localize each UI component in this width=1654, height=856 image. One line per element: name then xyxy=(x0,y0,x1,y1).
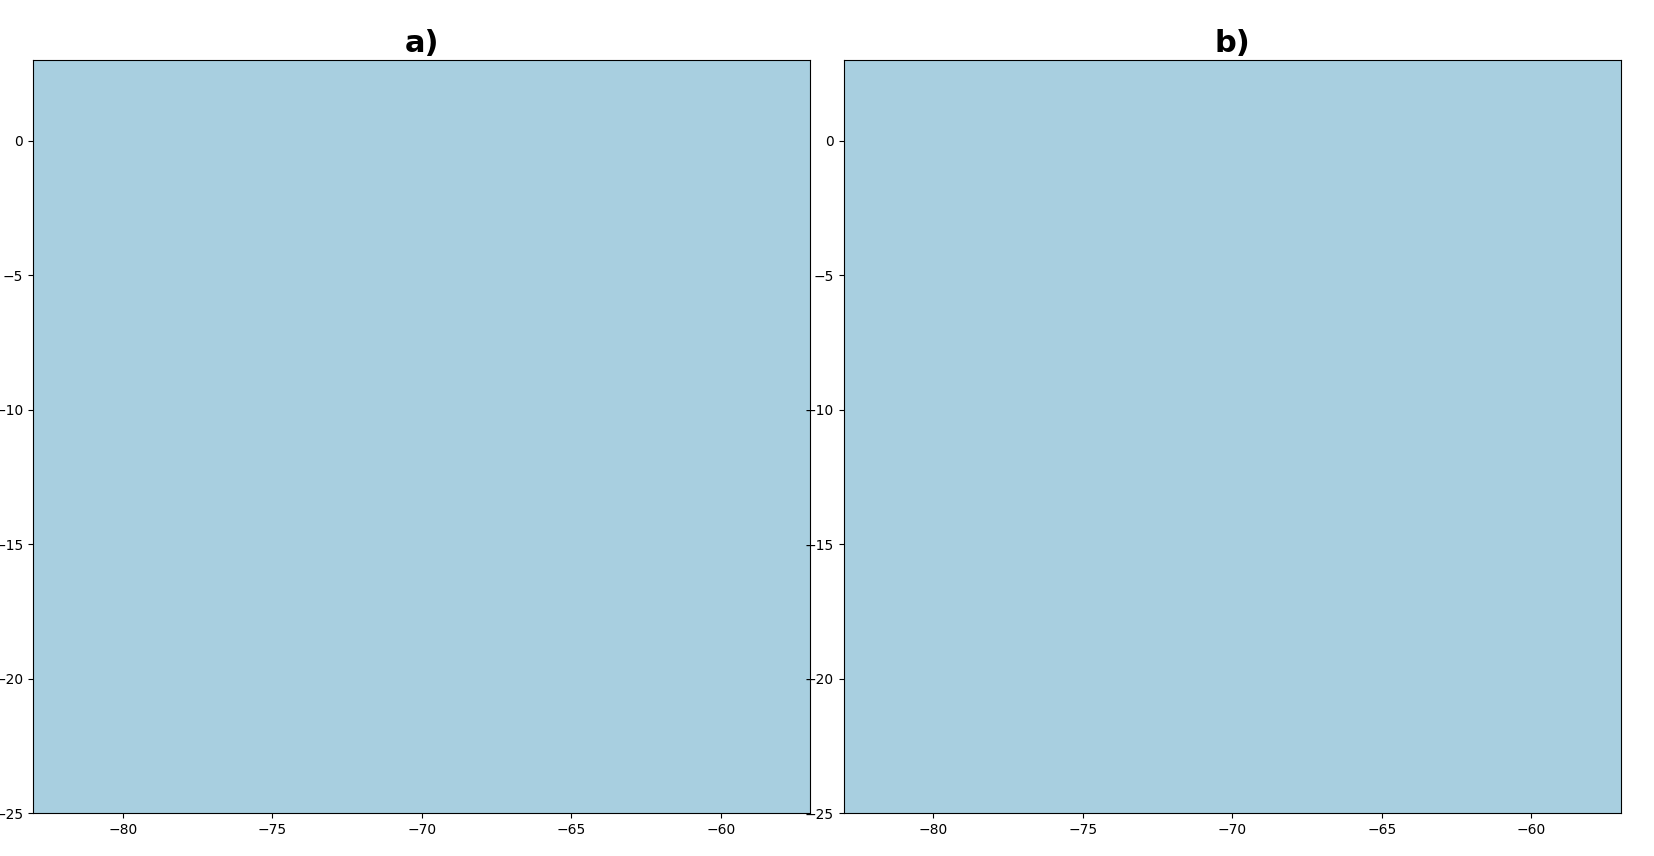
Title: a): a) xyxy=(405,28,438,57)
Title: b): b) xyxy=(1214,28,1250,57)
